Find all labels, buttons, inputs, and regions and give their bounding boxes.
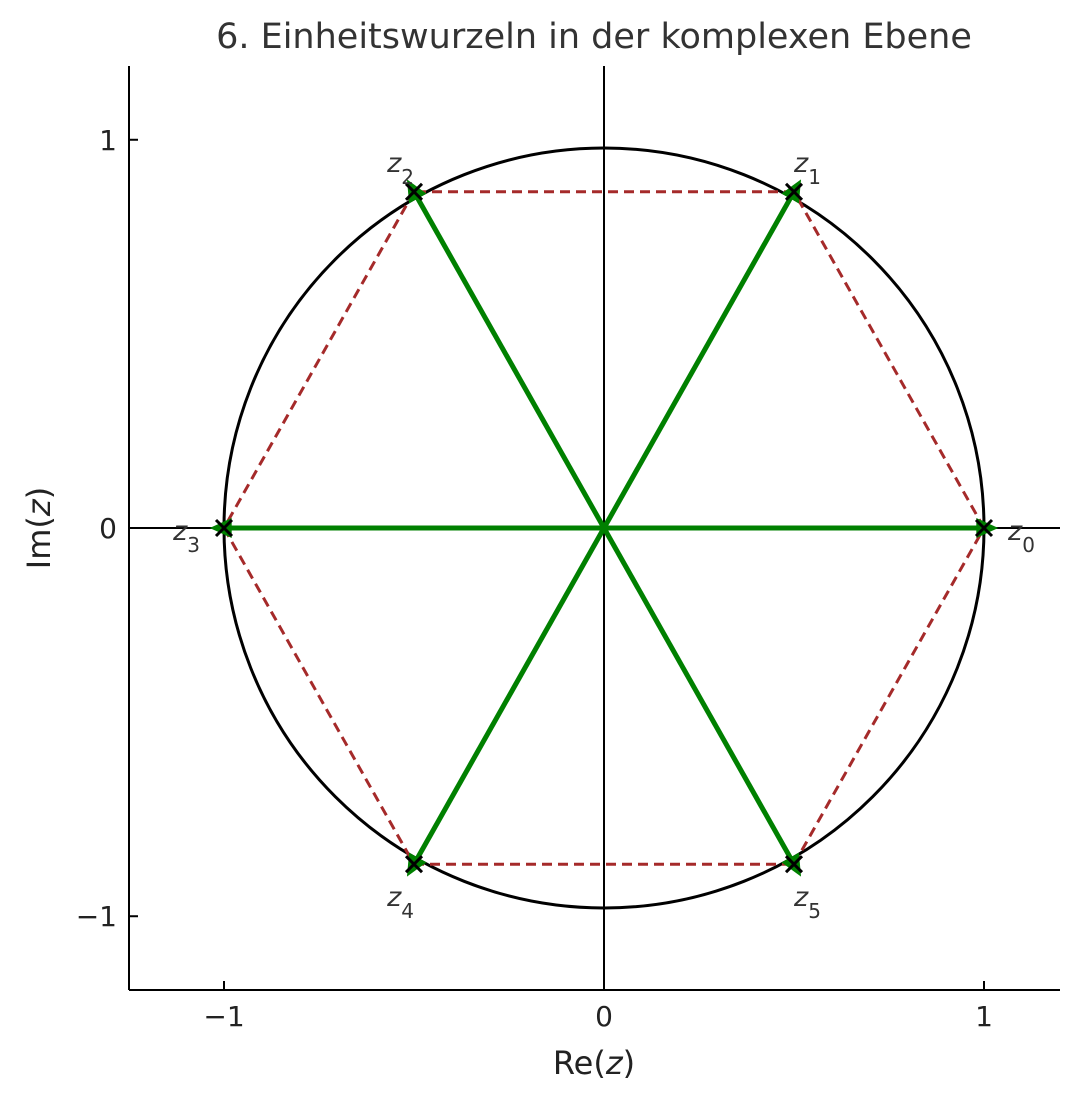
y-axis-label: Im(z) bbox=[20, 487, 58, 569]
y-tick-label: −1 bbox=[76, 900, 117, 933]
root-marker bbox=[214, 518, 234, 538]
y-tick-label: 1 bbox=[99, 124, 117, 157]
y-ticks: −1 0 1 bbox=[76, 124, 138, 933]
plot-area bbox=[129, 66, 1060, 990]
root-label: z2 bbox=[386, 148, 414, 189]
x-axis-label: Re(z) bbox=[553, 1044, 635, 1082]
root-vector bbox=[601, 526, 797, 866]
root-vectors bbox=[209, 179, 999, 877]
root-label: z4 bbox=[386, 882, 414, 923]
root-marker bbox=[974, 518, 994, 538]
root-labels: z0 z1 z2 z3 z4 z5 bbox=[172, 148, 1035, 923]
y-tick-label: 0 bbox=[99, 512, 117, 545]
root-markers bbox=[214, 182, 994, 874]
chart-title: 6. Einheitswurzeln in der komplexen Eben… bbox=[216, 17, 972, 57]
root-label: z3 bbox=[172, 516, 200, 557]
hexagon-edge bbox=[222, 527, 416, 865]
root-vector bbox=[411, 526, 607, 866]
hexagon-edge bbox=[792, 527, 986, 865]
root-vector-arrowhead bbox=[976, 518, 999, 538]
hexagon-edges bbox=[222, 190, 986, 866]
root-vector-arrowhead bbox=[781, 179, 802, 204]
root-vector-arrowhead bbox=[209, 518, 232, 538]
root-vector-arrowhead bbox=[406, 179, 427, 204]
root-vector bbox=[411, 190, 607, 530]
root-label: z0 bbox=[1007, 516, 1035, 557]
root-label: z1 bbox=[793, 148, 821, 189]
root-marker bbox=[784, 182, 804, 201]
root-vector-arrowhead bbox=[406, 852, 427, 877]
root-marker bbox=[784, 855, 804, 874]
root-marker bbox=[404, 855, 424, 874]
x-tick-label: 1 bbox=[975, 1000, 993, 1033]
x-ticks: −1 0 1 bbox=[203, 981, 993, 1033]
hexagon-edge bbox=[792, 191, 986, 529]
root-label: z5 bbox=[793, 882, 821, 923]
hexagon-edge bbox=[222, 191, 416, 529]
root-vector-arrowhead bbox=[781, 852, 802, 877]
x-tick-label: 0 bbox=[595, 1000, 613, 1033]
root-marker bbox=[404, 182, 424, 201]
x-tick-label: −1 bbox=[203, 1000, 244, 1033]
root-vector bbox=[601, 190, 797, 530]
